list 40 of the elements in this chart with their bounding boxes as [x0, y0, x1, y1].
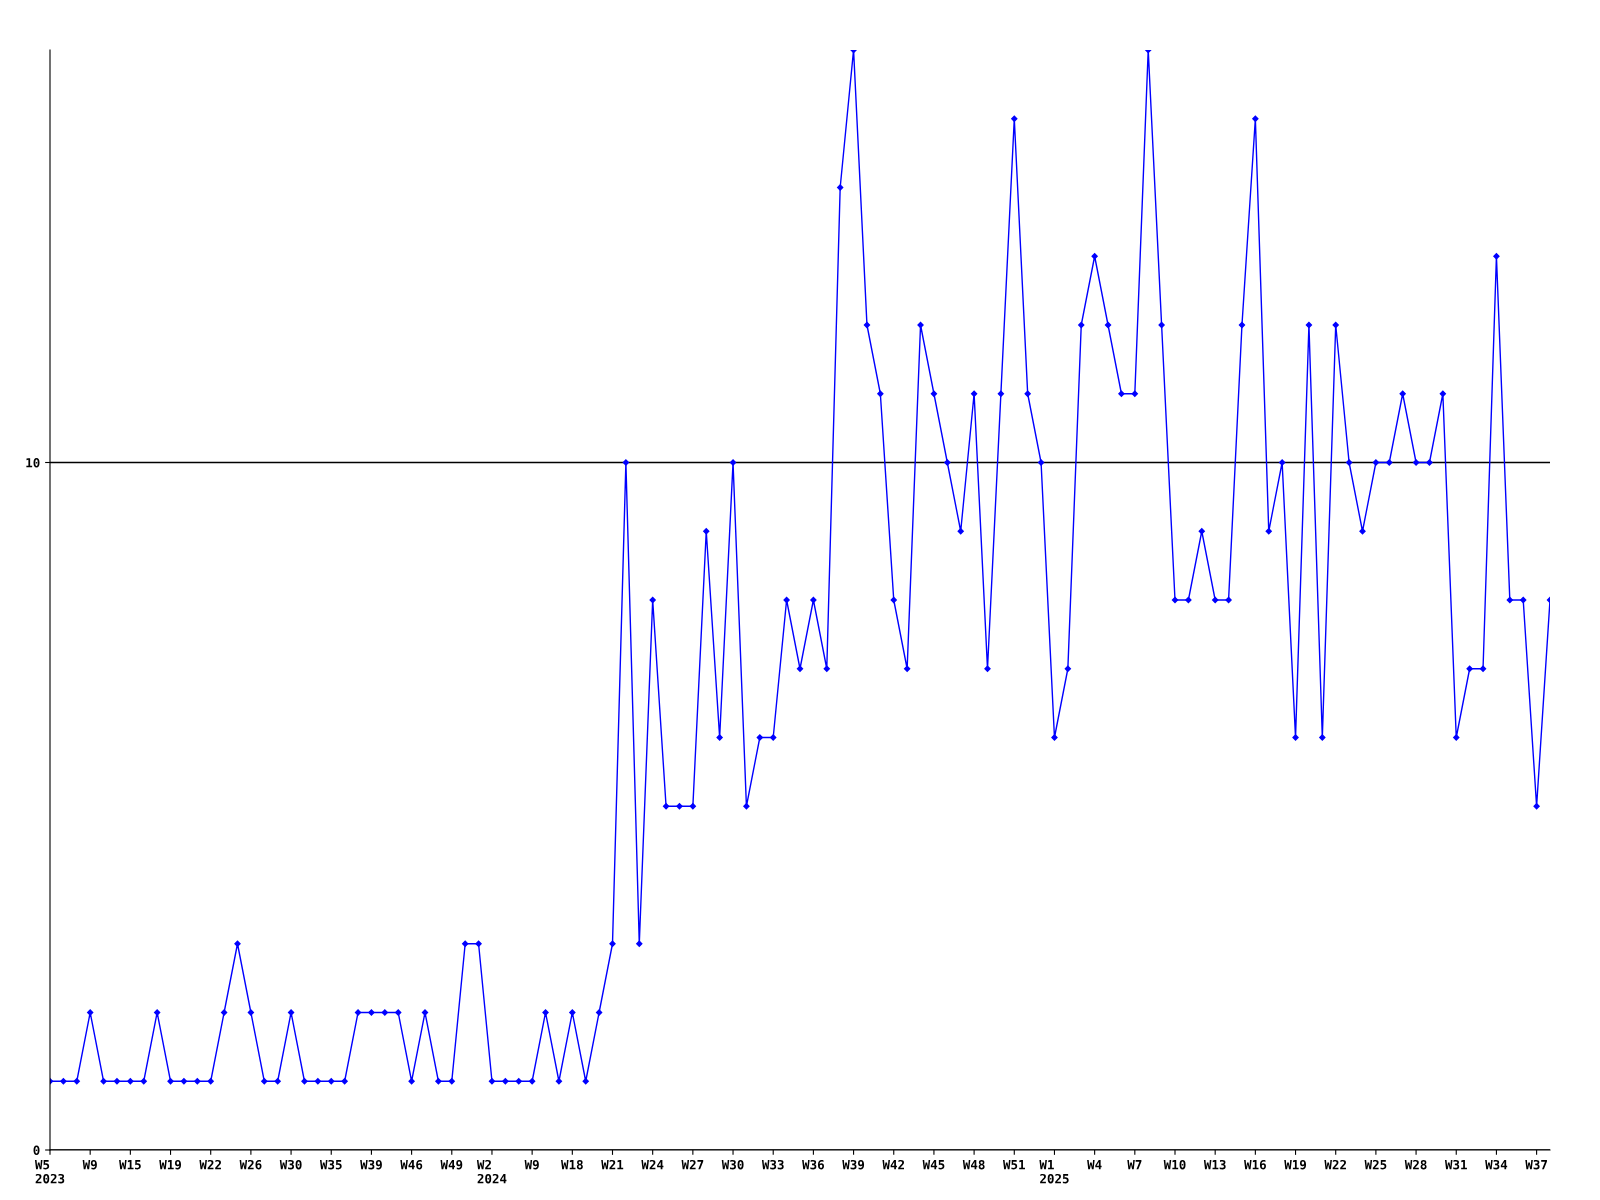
x-tick-label: W45: [922, 1160, 945, 1170]
x-tick-label: W39: [842, 1159, 865, 1170]
x-tick-label: W30: [721, 1159, 744, 1170]
x-tick-label: W33: [761, 1159, 784, 1170]
x-tick-label: W49: [440, 1160, 463, 1170]
x-tick-label: W27: [681, 1159, 704, 1170]
y-tick-label: 0: [33, 1145, 40, 1155]
x-tick-label: W25: [1364, 1159, 1387, 1170]
x-tick-label: W48: [962, 1159, 985, 1170]
x-tick-label: W26: [239, 1159, 262, 1170]
x-tick-label: W35: [319, 1159, 342, 1170]
x-tick-label: W22: [199, 1159, 221, 1170]
x-tick-label: W9: [82, 1160, 97, 1170]
x-tick-label: W30: [279, 1159, 302, 1170]
x-tick-label: W15: [119, 1160, 141, 1170]
x-tick-label: W4: [1087, 1160, 1102, 1170]
x-tick-label: W24: [641, 1159, 664, 1170]
x-tick-label: W9: [524, 1160, 539, 1170]
x-tick-label: W31: [1444, 1159, 1467, 1170]
y-tick-label: 10: [26, 457, 40, 468]
x-tick-label: W2 2024: [476, 1159, 507, 1184]
x-tick-label: W7: [1127, 1160, 1142, 1170]
x-tick-label: W28: [1404, 1159, 1427, 1170]
x-tick-label: W36: [802, 1159, 824, 1170]
x-tick-label: W21: [601, 1159, 624, 1170]
x-tick-label: W39: [360, 1159, 382, 1170]
x-tick-label: W18: [561, 1159, 583, 1170]
x-tick-label: W37: [1525, 1159, 1547, 1170]
x-tick-label: W19: [1284, 1160, 1307, 1170]
x-tick-label: W10: [1163, 1159, 1186, 1170]
x-tick-label: W19: [159, 1160, 182, 1170]
x-tick-label: W34: [1485, 1159, 1508, 1170]
x-tick-label: W1 2025: [1039, 1160, 1069, 1184]
x-tick-label: W51: [1003, 1160, 1025, 1170]
x-tick-label: W42: [882, 1159, 904, 1170]
x-tick-label: W13: [1203, 1159, 1226, 1170]
x-tick-label: W5 2023: [34, 1160, 65, 1184]
x-tick-label: W16: [1244, 1159, 1266, 1170]
x-tick-label: W22: [1324, 1159, 1346, 1170]
x-tick-label: W46: [400, 1159, 423, 1170]
